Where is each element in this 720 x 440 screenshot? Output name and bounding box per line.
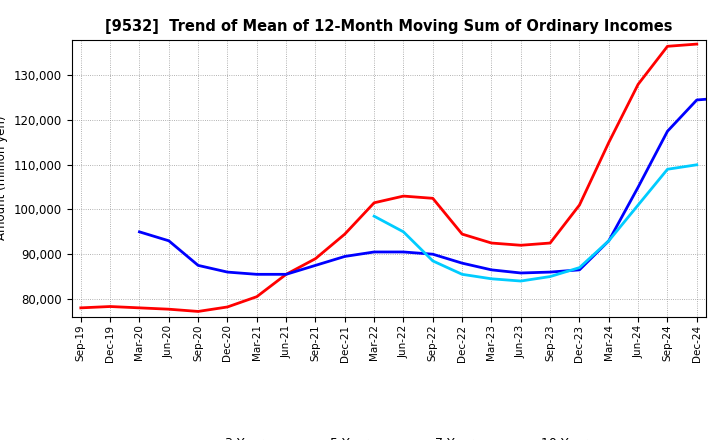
Y-axis label: Amount (million yen): Amount (million yen): [0, 116, 9, 240]
Title: [9532]  Trend of Mean of 12-Month Moving Sum of Ordinary Incomes: [9532] Trend of Mean of 12-Month Moving …: [105, 19, 672, 34]
Legend: 3 Years, 5 Years, 7 Years, 10 Years: 3 Years, 5 Years, 7 Years, 10 Years: [179, 432, 598, 440]
